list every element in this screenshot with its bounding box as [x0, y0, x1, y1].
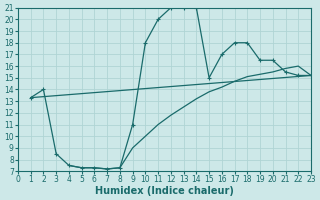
- X-axis label: Humidex (Indice chaleur): Humidex (Indice chaleur): [95, 186, 234, 196]
